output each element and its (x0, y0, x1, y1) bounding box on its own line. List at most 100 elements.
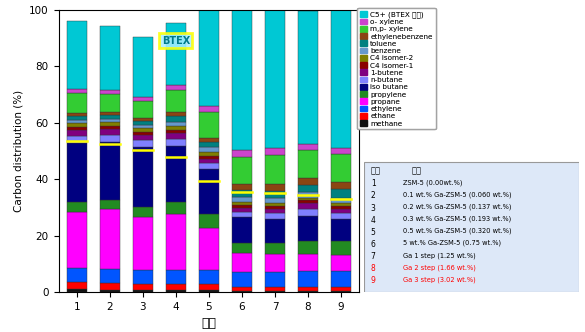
Bar (133, 290, 153, 292)
Bar (133, 132, 153, 135)
Bar (298, 271, 318, 287)
Bar (199, 228, 219, 270)
Bar (298, 11, 318, 144)
Bar (100, 142, 119, 200)
Bar (166, 112, 185, 116)
Bar (166, 139, 185, 146)
Bar (331, 256, 351, 271)
Bar (265, 272, 285, 287)
Text: 0.5 wt.% Ga-ZSM-5 (0.320 wt.%): 0.5 wt.% Ga-ZSM-5 (0.320 wt.%) (403, 228, 512, 234)
Bar (67, 123, 87, 127)
Text: 9: 9 (371, 276, 376, 286)
Text: 8: 8 (371, 264, 376, 273)
Bar (199, 137, 219, 142)
Bar (199, 159, 219, 163)
Bar (232, 190, 252, 197)
Bar (265, 209, 285, 213)
Bar (100, 135, 119, 142)
Bar (298, 192, 318, 198)
Bar (133, 140, 153, 147)
Bar (100, 90, 119, 94)
Text: ZSM-5 (0.00wt.%): ZSM-5 (0.00wt.%) (403, 179, 463, 186)
Bar (232, 150, 252, 157)
Bar (298, 254, 318, 271)
Bar (331, 182, 351, 189)
Bar (298, 209, 318, 216)
Bar (100, 290, 119, 292)
Bar (232, 212, 252, 217)
Text: 0.2 wt.% Ga-ZSM-5 (0.137 wt.%): 0.2 wt.% Ga-ZSM-5 (0.137 wt.%) (403, 204, 511, 210)
Bar (265, 206, 285, 209)
Bar (199, 214, 219, 228)
Bar (133, 147, 153, 207)
Bar (331, 203, 351, 206)
Bar (232, 205, 252, 208)
Bar (232, 9, 252, 150)
Bar (331, 213, 351, 219)
Text: 0.1 wt.% Ga-ZSM-5 (0.060 wt.%): 0.1 wt.% Ga-ZSM-5 (0.060 wt.%) (403, 192, 512, 198)
Bar (166, 90, 185, 112)
Text: Ga 2 step (1.66 wt.%): Ga 2 step (1.66 wt.%) (403, 264, 476, 271)
Bar (67, 289, 87, 292)
Bar (331, 241, 351, 256)
Bar (265, 148, 285, 155)
Bar (265, 203, 285, 206)
Bar (133, 97, 153, 101)
Bar (133, 135, 153, 140)
Bar (265, 198, 285, 203)
Bar (232, 272, 252, 287)
Bar (166, 126, 185, 130)
X-axis label: 번호: 번호 (201, 317, 216, 330)
Bar (67, 143, 87, 202)
Bar (331, 209, 351, 213)
Bar (166, 284, 185, 290)
Bar (232, 208, 252, 212)
Bar (166, 122, 185, 126)
Bar (100, 283, 119, 290)
Bar (133, 37, 153, 97)
Bar (199, 284, 219, 290)
Bar (265, 291, 285, 292)
Bar (100, 115, 119, 119)
Bar (133, 207, 153, 216)
Bar (133, 216, 153, 270)
Bar (133, 121, 153, 125)
Bar (232, 157, 252, 184)
Bar (265, 155, 285, 184)
Bar (67, 268, 87, 282)
Y-axis label: Carbon distribution (%): Carbon distribution (%) (13, 90, 23, 212)
Bar (67, 130, 87, 135)
Bar (100, 94, 119, 112)
Bar (199, 147, 219, 152)
Bar (166, 130, 185, 133)
Bar (67, 202, 87, 212)
Bar (133, 125, 153, 127)
Bar (265, 184, 285, 191)
Bar (265, 213, 285, 219)
Bar (199, 9, 219, 107)
Bar (166, 270, 185, 284)
Bar (232, 217, 252, 243)
Bar (133, 118, 153, 121)
Bar (232, 243, 252, 253)
Text: 5: 5 (371, 228, 376, 237)
Bar (133, 127, 153, 132)
Text: 2: 2 (371, 192, 376, 201)
Bar (199, 142, 219, 147)
Bar (331, 10, 351, 148)
Bar (100, 26, 119, 90)
Bar (67, 135, 87, 143)
Bar (67, 120, 87, 123)
Bar (133, 101, 153, 118)
Bar (265, 254, 285, 272)
Bar (331, 287, 351, 291)
Bar (166, 290, 185, 292)
Bar (232, 291, 252, 292)
Bar (331, 291, 351, 292)
Bar (100, 122, 119, 126)
Bar (199, 163, 219, 169)
Bar (232, 184, 252, 190)
Text: 6: 6 (371, 240, 376, 249)
Bar (298, 150, 318, 178)
Bar (298, 241, 318, 254)
